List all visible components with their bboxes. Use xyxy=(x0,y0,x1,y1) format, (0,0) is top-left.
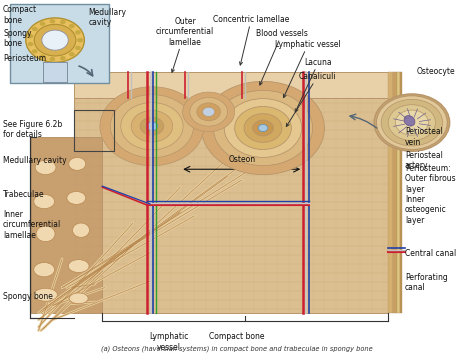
Text: Concentric lamellae: Concentric lamellae xyxy=(213,15,289,65)
Ellipse shape xyxy=(34,288,57,301)
Circle shape xyxy=(140,117,164,135)
Text: (a) Osteons (haversian systems) in compact bone and trabeculae in spongy bone: (a) Osteons (haversian systems) in compa… xyxy=(101,346,373,352)
Text: Compact bone: Compact bone xyxy=(209,332,265,341)
Circle shape xyxy=(40,22,46,26)
Circle shape xyxy=(374,94,450,151)
Circle shape xyxy=(244,114,282,142)
Circle shape xyxy=(235,107,292,149)
Text: Perforating
canal: Perforating canal xyxy=(405,273,447,292)
Bar xyxy=(10,4,109,83)
Circle shape xyxy=(32,27,37,31)
Text: Lacuna: Lacuna xyxy=(295,58,332,112)
Circle shape xyxy=(60,20,65,24)
Circle shape xyxy=(146,122,157,131)
Circle shape xyxy=(224,99,302,157)
Text: Lymphatic vessel: Lymphatic vessel xyxy=(275,40,341,98)
Text: Osteon: Osteon xyxy=(228,155,255,164)
Circle shape xyxy=(202,107,215,117)
Text: See Figure 6.2b
for details: See Figure 6.2b for details xyxy=(3,120,62,139)
Circle shape xyxy=(42,30,68,50)
Circle shape xyxy=(60,56,65,60)
Text: Trabeculae: Trabeculae xyxy=(3,190,45,199)
Circle shape xyxy=(213,90,313,166)
Circle shape xyxy=(182,92,235,132)
Polygon shape xyxy=(74,98,388,313)
Circle shape xyxy=(258,125,268,132)
Polygon shape xyxy=(74,72,388,98)
Circle shape xyxy=(121,103,183,150)
Circle shape xyxy=(258,125,268,132)
Circle shape xyxy=(197,103,220,121)
Text: Canaliculi: Canaliculi xyxy=(286,72,336,126)
Circle shape xyxy=(27,42,33,46)
Circle shape xyxy=(253,120,273,136)
Circle shape xyxy=(100,87,204,166)
Text: Spongy bone: Spongy bone xyxy=(3,292,53,301)
Bar xyxy=(400,72,402,313)
Text: Central canal: Central canal xyxy=(405,249,456,258)
Polygon shape xyxy=(31,137,102,313)
Text: Lymphatic
vessel: Lymphatic vessel xyxy=(149,332,188,352)
Circle shape xyxy=(388,105,436,140)
Text: Osteocyte: Osteocyte xyxy=(416,67,455,76)
Text: Medullary cavity: Medullary cavity xyxy=(3,156,67,165)
Circle shape xyxy=(190,98,228,126)
Bar xyxy=(397,72,400,313)
Ellipse shape xyxy=(36,226,55,242)
Circle shape xyxy=(50,19,55,23)
Circle shape xyxy=(376,96,447,149)
Text: Medullary
cavity: Medullary cavity xyxy=(88,8,126,27)
Circle shape xyxy=(26,18,84,62)
Ellipse shape xyxy=(35,160,56,175)
Circle shape xyxy=(34,24,76,56)
Bar xyxy=(74,110,114,151)
Circle shape xyxy=(395,110,428,135)
Text: Periosteum:
Outer fibrous
layer
Inner
osteogenic
layer: Periosteum: Outer fibrous layer Inner os… xyxy=(405,164,456,225)
Ellipse shape xyxy=(69,157,86,170)
Circle shape xyxy=(110,95,193,158)
Circle shape xyxy=(77,38,83,42)
Text: Outer
circumferential
lamellae: Outer circumferential lamellae xyxy=(156,17,214,72)
Ellipse shape xyxy=(67,192,86,204)
Text: Spongy
bone: Spongy bone xyxy=(3,29,32,48)
Circle shape xyxy=(69,52,74,57)
Text: Inner
circumferential
lamellae: Inner circumferential lamellae xyxy=(3,210,61,240)
Circle shape xyxy=(32,49,37,54)
Circle shape xyxy=(201,81,324,175)
Circle shape xyxy=(146,122,157,131)
Bar xyxy=(388,72,393,313)
Ellipse shape xyxy=(34,262,55,277)
Circle shape xyxy=(40,54,46,59)
Text: Compact
bone: Compact bone xyxy=(3,5,37,25)
Circle shape xyxy=(75,46,81,50)
Circle shape xyxy=(131,111,173,142)
Ellipse shape xyxy=(34,194,55,209)
Circle shape xyxy=(75,30,81,35)
Ellipse shape xyxy=(404,116,415,126)
Bar xyxy=(43,62,67,82)
Ellipse shape xyxy=(68,260,89,273)
Ellipse shape xyxy=(73,223,90,237)
Circle shape xyxy=(381,99,443,146)
Text: Periosteal
artery: Periosteal artery xyxy=(405,150,443,170)
Text: Periosteal
vein: Periosteal vein xyxy=(405,127,443,147)
Text: Periosteum: Periosteum xyxy=(3,54,46,63)
Text: Blood vessels: Blood vessels xyxy=(256,30,308,85)
Circle shape xyxy=(50,57,55,61)
Bar xyxy=(393,72,397,313)
Circle shape xyxy=(69,24,74,28)
Circle shape xyxy=(77,38,83,42)
Circle shape xyxy=(27,34,33,39)
Ellipse shape xyxy=(69,293,88,304)
